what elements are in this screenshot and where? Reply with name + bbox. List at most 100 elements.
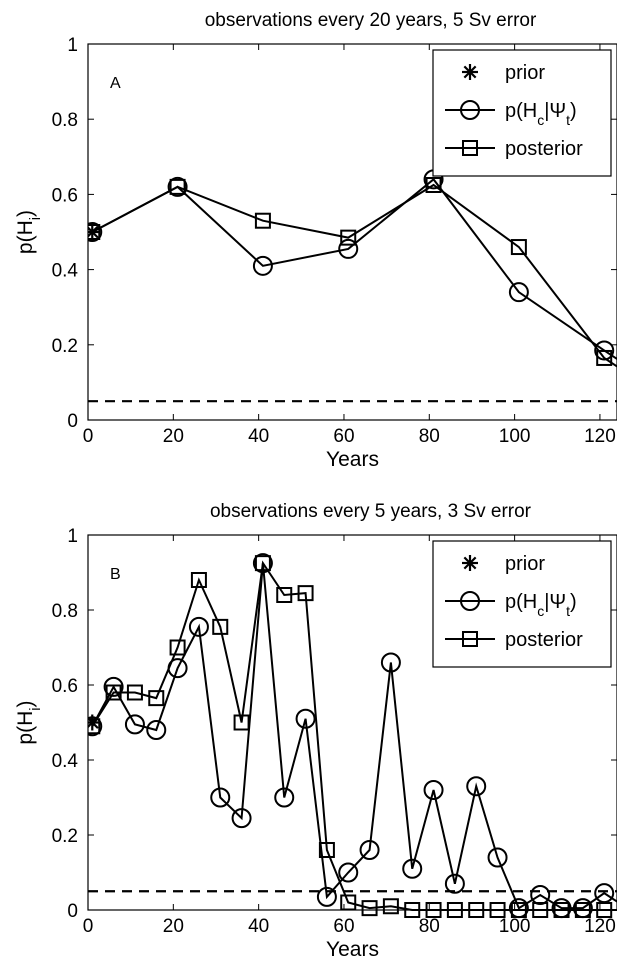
series-square-point xyxy=(596,902,613,918)
series-circle-point xyxy=(188,616,209,637)
series-square-point xyxy=(169,639,186,656)
series-square-point xyxy=(105,684,122,701)
y-tick-label: 0 xyxy=(67,901,78,922)
series-circle-point xyxy=(338,862,359,883)
series-square-point xyxy=(340,894,357,911)
series-square-point xyxy=(404,902,421,918)
x-tick-label: 20 xyxy=(163,916,184,937)
x-tick-label: 20 xyxy=(163,426,184,447)
series-square-point xyxy=(425,902,442,918)
y-tick-label: 0.8 xyxy=(52,601,78,622)
series-circle-point xyxy=(252,553,273,574)
legend-label: p(Hc|Ψt) xyxy=(505,100,577,128)
series-square-point xyxy=(212,618,229,635)
x-axis-label: Years xyxy=(326,448,379,471)
series-circle-point xyxy=(167,176,188,197)
series-circle-point xyxy=(380,652,401,673)
legend-marker-square xyxy=(462,631,478,647)
series-square-point xyxy=(574,902,591,918)
y-tick-label: 0.4 xyxy=(52,751,79,772)
x-tick-label: 60 xyxy=(333,426,354,447)
series-circle-point xyxy=(316,886,337,907)
series-square-point xyxy=(148,690,165,707)
x-tick-label: 60 xyxy=(333,916,354,937)
chart-title: observations every 20 years, 5 Sv error xyxy=(205,10,537,31)
x-tick-label: 0 xyxy=(83,916,94,937)
series-square-point xyxy=(190,572,207,588)
series-circle-point xyxy=(487,847,508,868)
series-circle xyxy=(88,169,617,361)
series-square-point xyxy=(489,902,506,918)
series-square-point xyxy=(126,684,143,701)
plot-series-group xyxy=(88,553,617,919)
series-circle-point xyxy=(103,676,124,697)
series-square-point xyxy=(425,177,442,193)
plot-series-group xyxy=(88,169,617,368)
y-tick-label: 0 xyxy=(67,411,78,432)
series-square-point xyxy=(318,842,335,858)
panel-b: observations every 5 years, 3 Sv error 0 2… xyxy=(14,501,617,961)
series-square-line xyxy=(91,183,617,368)
y-axis-label: p(Hi) xyxy=(14,210,44,254)
series-square-point xyxy=(382,898,399,915)
series-circle-line xyxy=(91,563,617,910)
series-square-point xyxy=(468,902,485,918)
series-circle-point xyxy=(444,873,465,894)
series-square-point xyxy=(254,212,271,229)
panel-letter: B xyxy=(110,566,121,583)
legend: prior p(Hc|Ψt) posterior xyxy=(432,49,612,177)
series-circle-point xyxy=(274,787,295,808)
series-square-line xyxy=(91,560,617,911)
series-circle-point xyxy=(594,340,615,361)
series-circle-point xyxy=(231,808,252,829)
y-tick-label: 0.2 xyxy=(52,336,78,357)
x-tick-label: 80 xyxy=(419,916,440,937)
series-circle-point xyxy=(508,282,529,303)
series-circle-point xyxy=(338,238,359,259)
legend-marker-circle xyxy=(460,100,480,120)
series-circle-point xyxy=(252,255,273,276)
series-square-point xyxy=(297,585,314,602)
series-square-point xyxy=(361,900,378,917)
series-circle-point xyxy=(146,720,167,740)
x-tick-label: 80 xyxy=(419,426,440,447)
series-square-point xyxy=(233,714,250,731)
legend-marker-asterisk xyxy=(462,64,478,80)
series-square xyxy=(88,555,617,918)
legend-marker-asterisk xyxy=(462,555,478,571)
series-square-point xyxy=(340,229,357,246)
series-circle-point xyxy=(423,780,444,800)
y-tick-label: 1 xyxy=(67,35,78,56)
x-tick-label: 40 xyxy=(248,426,269,447)
x-axis-label: Years xyxy=(326,938,379,961)
x-tick-label: 0 xyxy=(83,426,94,447)
series-circle-line xyxy=(91,177,617,361)
series-circle-point xyxy=(124,714,145,735)
legend-label: p(Hc|Ψt) xyxy=(505,591,577,619)
legend-label: posterior xyxy=(505,138,583,160)
y-tick-label: 0.8 xyxy=(52,110,78,131)
panel-letter: A xyxy=(110,75,121,92)
y-tick-label: 0.2 xyxy=(52,826,78,847)
x-tick-label: 100 xyxy=(499,916,531,937)
series-square-point xyxy=(446,902,463,918)
series-circle-point xyxy=(210,787,231,808)
legend-label: prior xyxy=(505,553,545,575)
series-square-point xyxy=(254,555,271,572)
legend-label: prior xyxy=(505,62,545,84)
series-circle-point xyxy=(88,222,103,242)
panel-a: observations every 20 years, 5 Sv error 0… xyxy=(14,10,617,471)
series-square-point xyxy=(510,902,527,918)
series-square xyxy=(88,177,617,368)
y-tick-label: 0.4 xyxy=(52,261,79,282)
legend-marker-square xyxy=(462,140,478,156)
series-circle-point xyxy=(466,776,487,797)
series-circle-point xyxy=(359,840,380,860)
series-square-point xyxy=(169,178,186,195)
chart-title: observations every 5 years, 3 Sv error xyxy=(210,501,532,522)
x-tick-label: 100 xyxy=(499,426,531,447)
series-square-point xyxy=(553,902,570,918)
legend: prior p(Hc|Ψt) posterior xyxy=(432,540,612,668)
